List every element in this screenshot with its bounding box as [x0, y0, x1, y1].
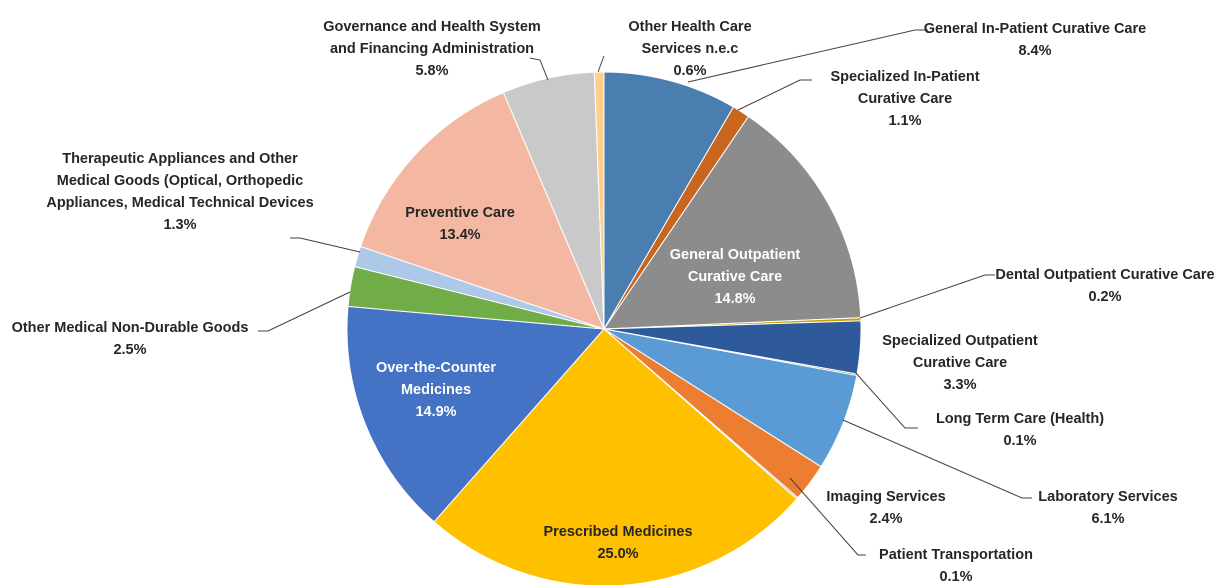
slice-value: 2.5% — [113, 342, 147, 358]
slice-value: 6.1% — [1091, 511, 1125, 527]
leader-line — [687, 29, 928, 83]
leader-line — [597, 55, 605, 73]
leader-line — [854, 371, 918, 429]
slice-name: Other Health Care Services n.e.c — [628, 19, 752, 57]
slice-name: Over-the-Counter Medicines — [375, 360, 497, 398]
slice-name: Patient Transportation — [879, 547, 1033, 563]
slice-label: Other Medical Non-Durable Goods 2.5% — [5, 317, 255, 361]
slice-value: 1.1% — [888, 113, 922, 129]
slice-label: Laboratory Services 6.1% — [1008, 486, 1208, 530]
slice-value: 0.1% — [1003, 433, 1037, 449]
slice-label: Over-the-Counter Medicines 14.9% — [351, 357, 521, 423]
leader-line — [529, 57, 549, 81]
slice-label: General In-Patient Curative Care 8.4% — [915, 18, 1155, 62]
slice-label: Specialized Outpatient Curative Care 3.3% — [860, 330, 1060, 396]
leader-line — [258, 291, 351, 332]
slice-value: 25.0% — [597, 546, 639, 562]
leader-line — [290, 237, 361, 253]
slice-value: 8.4% — [1018, 43, 1052, 59]
slice-label: Imaging Services 2.4% — [811, 486, 961, 530]
slice-label: Patient Transportation 0.1% — [851, 544, 1061, 585]
slice-label: Dental Outpatient Curative Care 0.2% — [985, 264, 1221, 308]
leader-line — [859, 274, 995, 319]
slice-label: Other Health Care Services n.e.c 0.6% — [610, 16, 770, 82]
slice-name: Specialized In-Patient Curative Care — [830, 69, 980, 107]
slice-value: 13.4% — [439, 227, 481, 243]
slice-label: Governance and Health System and Financi… — [322, 16, 542, 82]
pie-slice — [593, 71, 605, 330]
leader-line — [737, 79, 812, 111]
slice-label: General Outpatient Curative Care 14.8% — [650, 244, 820, 310]
slice-value: 1.3% — [163, 217, 197, 233]
slice-value: 5.8% — [415, 63, 449, 79]
slice-name: Specialized Outpatient Curative Care — [882, 333, 1038, 371]
slice-name: Other Medical Non-Durable Goods — [11, 320, 249, 336]
slice-label: Preventive Care 13.4% — [380, 202, 540, 246]
slice-value: 0.6% — [673, 63, 707, 79]
leader-line — [789, 477, 866, 556]
slice-label: Therapeutic Appliances and Other Medical… — [45, 148, 315, 236]
slice-value: 0.1% — [939, 569, 973, 585]
pie-slice — [603, 115, 862, 330]
pie-slice — [359, 91, 605, 330]
slice-name: Therapeutic Appliances and Other Medical… — [46, 151, 314, 211]
slice-name: General In-Patient Curative Care — [923, 21, 1147, 37]
slice-value: 14.9% — [415, 404, 457, 420]
slice-name: Imaging Services — [826, 489, 946, 505]
pie-slice — [346, 305, 606, 523]
slice-label: Specialized In-Patient Curative Care 1.1% — [810, 66, 1000, 132]
slice-name: Preventive Care — [405, 205, 515, 221]
leader-line — [842, 419, 1032, 499]
slice-value: 2.4% — [869, 511, 903, 527]
slice-name: Laboratory Services — [1038, 489, 1178, 505]
slice-name: General Outpatient Curative Care — [669, 247, 801, 285]
slice-name: Governance and Health System and Financi… — [323, 19, 541, 57]
slice-value: 3.3% — [943, 377, 977, 393]
slice-name: Prescribed Medicines — [543, 524, 693, 540]
slice-value: 0.2% — [1088, 289, 1122, 305]
pie-slice — [603, 71, 735, 331]
slice-name: Long Term Care (Health) — [935, 411, 1105, 427]
slice-label: Long Term Care (Health) 0.1% — [900, 408, 1140, 452]
pie-slice — [433, 328, 798, 585]
slice-value: 14.8% — [714, 291, 756, 307]
slice-name: Dental Outpatient Curative Care — [995, 267, 1215, 283]
slice-label: Prescribed Medicines 25.0% — [508, 521, 728, 565]
